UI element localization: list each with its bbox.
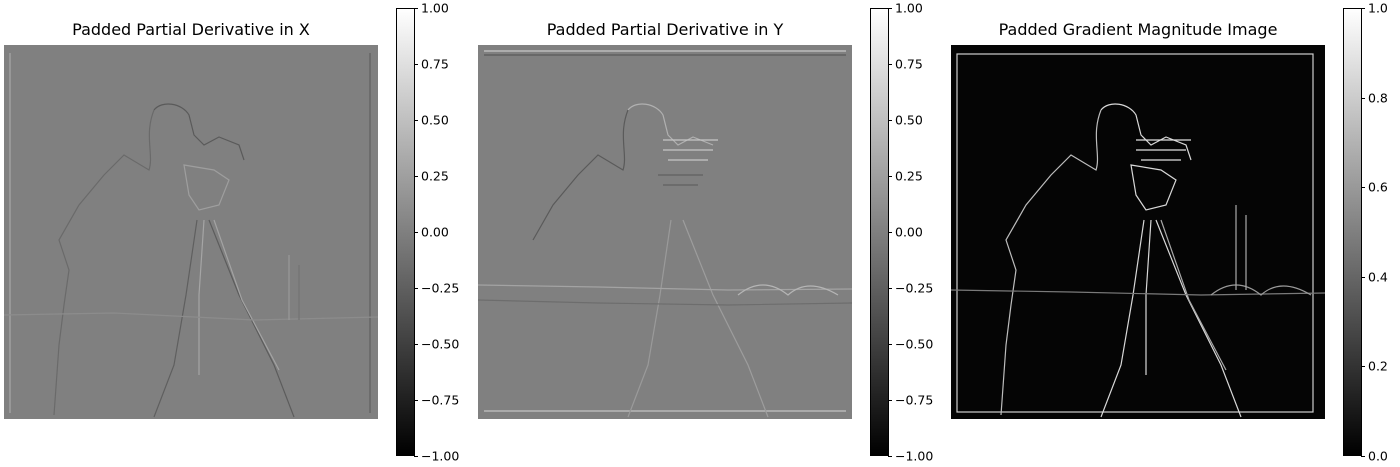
colorbar-tick-mark	[1361, 8, 1365, 9]
colorbar-tick-label: 0.2	[1368, 358, 1388, 374]
colorbar-tick-label: 0.8	[1368, 90, 1388, 106]
colorbar-tick-mark	[414, 288, 418, 289]
colorbar-tick-label: −0.75	[895, 392, 934, 408]
colorbar-tick-mark	[888, 8, 892, 9]
x-derivative-colorbar	[396, 8, 415, 456]
gradient-magnitude-edges	[951, 53, 1325, 418]
colorbar-tick-mark	[1361, 276, 1365, 278]
x-derivative-edges	[4, 53, 378, 418]
colorbar-tick-label: 0.25	[895, 168, 923, 184]
colorbar-tick-label: 0.75	[895, 56, 923, 72]
colorbar-tick-label: 0.25	[421, 168, 449, 184]
colorbar-tick-label: 0.50	[421, 112, 449, 128]
colorbar-tick-mark	[888, 400, 892, 401]
colorbar-tick-label: 1.0	[1368, 0, 1388, 16]
colorbar-tick-label: −0.50	[895, 336, 934, 352]
colorbar-tick-mark	[414, 344, 418, 345]
colorbar-tick-label: 0.00	[895, 224, 923, 240]
colorbar-tick-mark	[888, 344, 892, 345]
colorbar-tick-label: −0.25	[421, 280, 460, 296]
colorbar-tick-label: −0.25	[895, 280, 934, 296]
colorbar-tick-mark	[1361, 366, 1365, 368]
panel-title-x-derivative: Padded Partial Derivative in X	[72, 20, 310, 39]
colorbar-tick-mark	[414, 64, 418, 65]
colorbar-tick-label: 0.00	[421, 224, 449, 240]
panel-title-y-derivative: Padded Partial Derivative in Y	[546, 20, 784, 39]
colorbar-tick-mark	[414, 232, 418, 233]
colorbar-tick-mark	[888, 288, 892, 289]
colorbar-tick-mark	[1361, 187, 1365, 189]
colorbar-tick-mark	[414, 400, 418, 401]
colorbar-tick-label: 1.00	[421, 0, 449, 16]
colorbar-tick-label: 0.0	[1368, 448, 1388, 464]
colorbar-tick-mark	[888, 456, 892, 457]
colorbar-tick-mark	[414, 176, 418, 177]
colorbar-tick-mark	[888, 120, 892, 121]
colorbar-tick-mark	[1361, 456, 1365, 457]
colorbar-tick-label: 1.00	[895, 0, 923, 16]
colorbar-tick-mark	[1361, 97, 1365, 99]
gradient-magnitude-image	[951, 45, 1325, 419]
colorbar-tick-label: −1.00	[895, 448, 934, 464]
colorbar-tick-mark	[888, 232, 892, 233]
y-derivative-edges	[478, 50, 852, 418]
colorbar-tick-label: 0.50	[895, 112, 923, 128]
colorbar-tick-mark	[414, 456, 418, 457]
colorbar-tick-label: 0.6	[1368, 179, 1388, 195]
y-derivative-colorbar	[870, 8, 889, 456]
colorbar-tick-mark	[414, 8, 418, 9]
colorbar-tick-label: 0.75	[421, 56, 449, 72]
colorbar-tick-label: −0.50	[421, 336, 460, 352]
colorbar-tick-label: −0.75	[421, 392, 460, 408]
x-derivative-image	[4, 45, 378, 419]
colorbar-tick-mark	[888, 176, 892, 177]
colorbar-tick-label: −1.00	[421, 448, 460, 464]
panel-title-gradient-magnitude: Padded Gradient Magnitude Image	[998, 20, 1278, 39]
y-derivative-image	[478, 45, 852, 419]
colorbar-tick-label: 0.4	[1368, 269, 1388, 285]
colorbar-tick-mark	[888, 64, 892, 65]
colorbar-tick-mark	[414, 120, 418, 121]
gradient-magnitude-colorbar	[1343, 8, 1362, 456]
